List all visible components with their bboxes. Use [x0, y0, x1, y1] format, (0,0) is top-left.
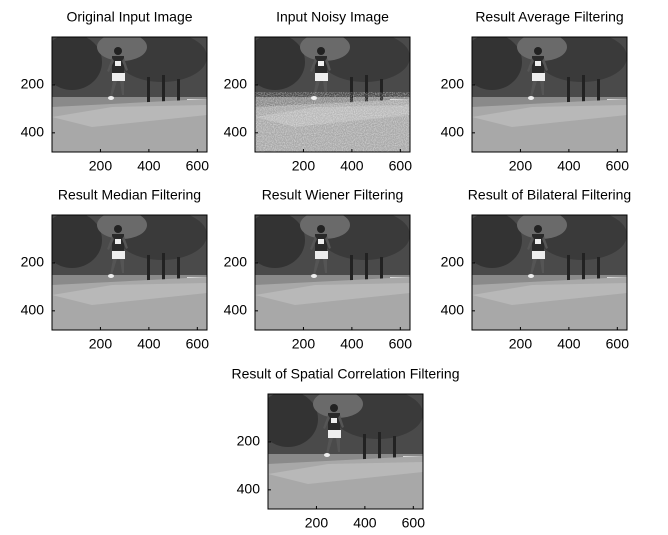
image [245, 210, 410, 330]
x-tick-label: 200 [509, 336, 533, 352]
panel-title: Result Wiener Filtering [262, 187, 404, 203]
x-tick-label: 400 [340, 336, 364, 352]
y-tick-label: 400 [237, 481, 261, 497]
image-panel: Original Input Image 200 400 600 200 400 [21, 9, 210, 174]
panel-title: Original Input Image [66, 9, 192, 25]
image [462, 32, 627, 152]
x-tick-label: 400 [557, 336, 581, 352]
y-tick-label: 200 [224, 76, 248, 92]
image [258, 389, 423, 509]
x-tick-label: 400 [557, 158, 581, 174]
y-tick-label: 200 [21, 76, 45, 92]
x-tick-label: 200 [292, 158, 316, 174]
image-panel: Result of Spatial Correlation Filtering 2… [232, 366, 460, 531]
y-tick-label: 200 [237, 433, 261, 449]
image-panel: Result Average Filtering 200 400 600 200 400 [441, 9, 630, 174]
image-panel: Result of Bilateral Filtering 200 400 600 20… [441, 187, 632, 352]
x-tick-label: 200 [292, 336, 316, 352]
image-panel: Result Wiener Filtering 200 400 600 200 400 [224, 187, 413, 352]
x-tick-label: 600 [389, 158, 413, 174]
panel-title: Input Noisy Image [276, 9, 389, 25]
y-tick-label: 400 [224, 124, 248, 140]
x-tick-label: 400 [137, 336, 161, 352]
y-tick-label: 400 [224, 302, 248, 318]
figure: Original Input Image200400600200400Input… [0, 0, 668, 535]
x-tick-label: 400 [340, 158, 364, 174]
image [462, 210, 627, 330]
x-tick-label: 600 [389, 336, 413, 352]
x-tick-label: 600 [186, 336, 210, 352]
image [42, 210, 207, 330]
y-tick-label: 200 [441, 76, 465, 92]
y-tick-label: 400 [21, 302, 45, 318]
x-tick-label: 600 [606, 336, 630, 352]
image [42, 32, 207, 152]
x-tick-label: 600 [186, 158, 210, 174]
panel-title: Result of Bilateral Filtering [468, 187, 631, 203]
y-tick-label: 400 [21, 124, 45, 140]
x-tick-label: 400 [353, 515, 377, 531]
y-tick-label: 200 [21, 254, 45, 270]
image-panel: Result Median Filtering 200 400 600 200 400 [21, 187, 210, 352]
x-tick-label: 400 [137, 158, 161, 174]
x-tick-label: 600 [606, 158, 630, 174]
panel-title: Result Median Filtering [58, 187, 201, 203]
x-tick-label: 200 [89, 158, 113, 174]
x-tick-label: 200 [89, 336, 113, 352]
x-tick-label: 600 [402, 515, 426, 531]
image-panel: Input Noisy Image 200 400 600 200 400 [224, 9, 413, 174]
y-tick-label: 200 [441, 254, 465, 270]
x-tick-label: 200 [509, 158, 533, 174]
y-tick-label: 400 [441, 124, 465, 140]
noise-overlay [255, 92, 410, 152]
x-tick-label: 200 [305, 515, 329, 531]
panel-title: Result of Spatial Correlation Filtering [232, 366, 460, 382]
y-tick-label: 200 [224, 254, 248, 270]
panel-title: Result Average Filtering [475, 9, 623, 25]
y-tick-label: 400 [441, 302, 465, 318]
